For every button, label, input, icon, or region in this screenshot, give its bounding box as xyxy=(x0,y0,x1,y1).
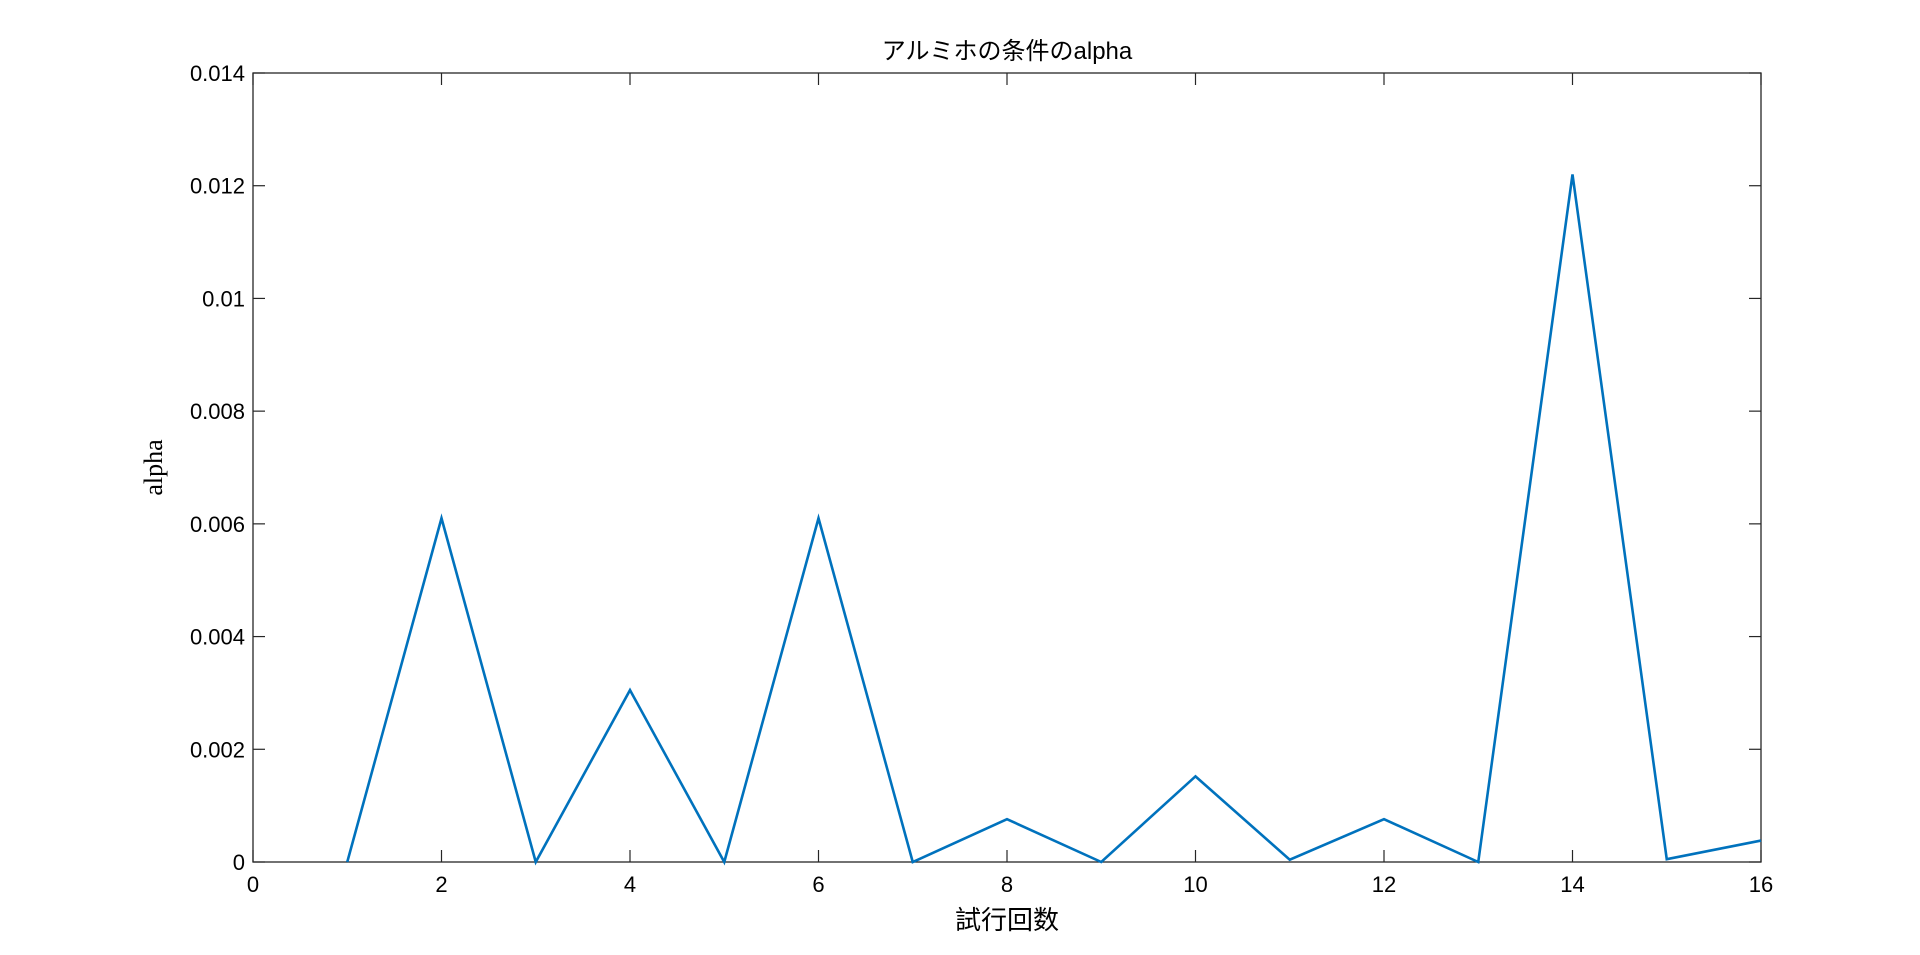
y-tick-label: 0.006 xyxy=(190,512,245,537)
x-tick-label: 12 xyxy=(1372,872,1396,897)
chart-title: アルミホの条件のalpha xyxy=(882,38,1133,65)
x-tick-label: 16 xyxy=(1749,872,1773,897)
y-tick-label: 0.01 xyxy=(202,286,245,311)
axes: 0 2 4 6 8 10 12 14 16 0 0.002 0.004 0.006 0.008 0.01 0.… xyxy=(190,61,1773,897)
series-layer xyxy=(345,174,1762,866)
x-tick-label: 4 xyxy=(624,872,636,897)
y-tick-label: 0.012 xyxy=(190,174,245,199)
x-tick-label: 14 xyxy=(1560,872,1584,897)
series-line xyxy=(345,174,1762,866)
y-tick-label: 0.014 xyxy=(190,61,245,86)
y-axis-label: alpha xyxy=(139,439,168,496)
x-tick-label: 8 xyxy=(1001,872,1013,897)
x-tick-label: 6 xyxy=(812,872,824,897)
y-tick-label: 0.008 xyxy=(190,399,245,424)
x-tick-label: 2 xyxy=(435,872,447,897)
y-tick-label: 0.002 xyxy=(190,737,245,762)
y-tick-label: 0 xyxy=(233,850,245,875)
x-tick-label: 0 xyxy=(247,872,259,897)
x-axis-label: 試行回数 xyxy=(955,905,1059,935)
x-tick-label: 10 xyxy=(1183,872,1207,897)
y-tick-label: 0.004 xyxy=(190,625,245,650)
